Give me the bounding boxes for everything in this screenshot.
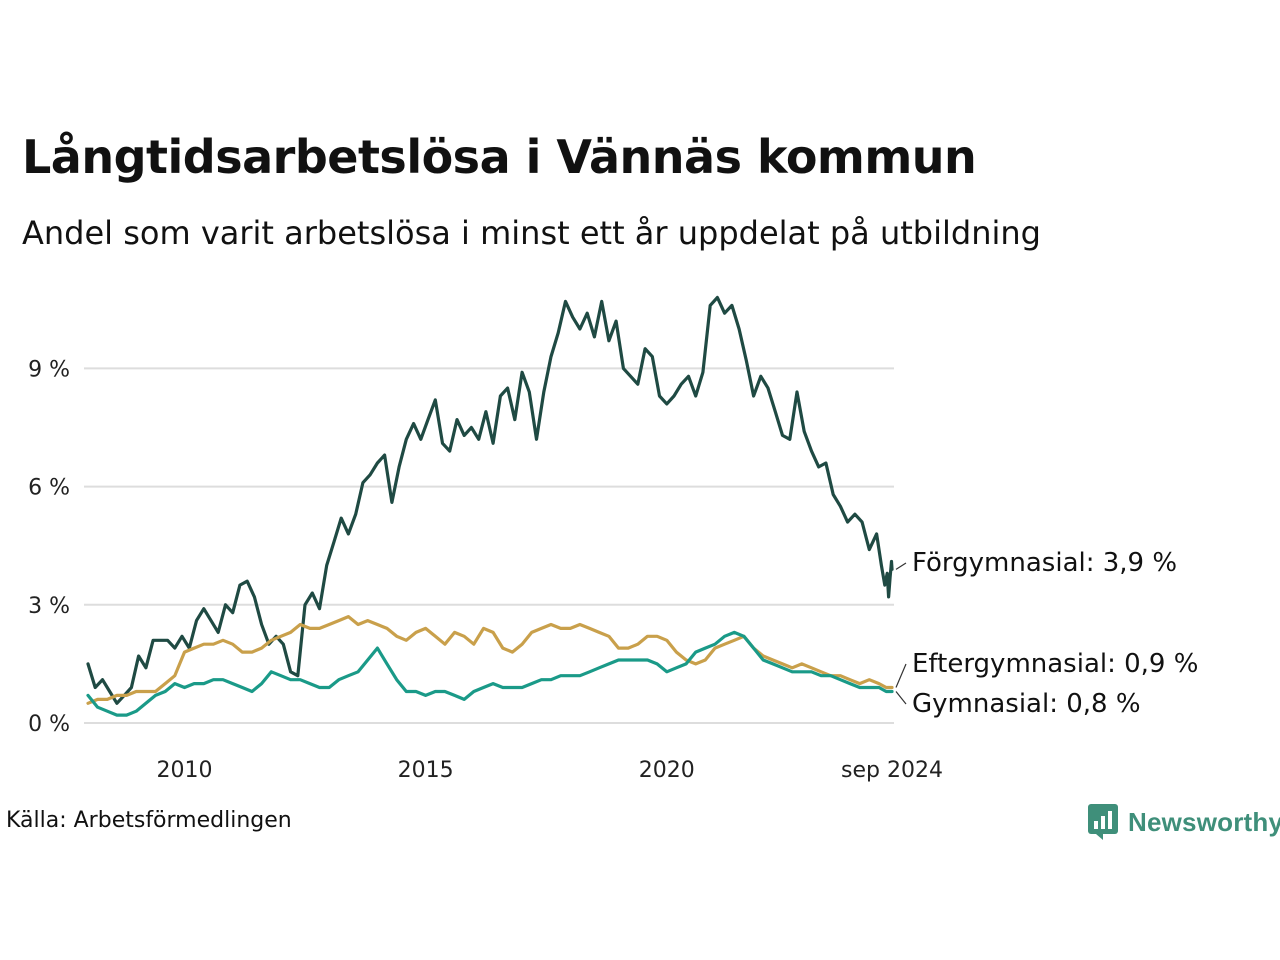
y-tick-label: 3 % xyxy=(28,594,70,619)
y-tick-label: 9 % xyxy=(28,357,70,382)
y-tick-label: 0 % xyxy=(28,712,70,737)
series-lines xyxy=(86,295,894,717)
y-axis-tick-labels: 0 % 3 % 6 % 9 % xyxy=(28,357,70,737)
end-label-leader-gymnasial xyxy=(895,691,907,705)
x-tick-label: sep 2024 xyxy=(841,758,943,783)
newsworthy-logo-text: Newsworthy xyxy=(1128,806,1280,837)
x-tick-label: 2015 xyxy=(398,758,454,783)
source-note: Källa: Arbetsförmedlingen xyxy=(6,808,292,833)
gridlines xyxy=(84,367,894,724)
newsworthy-logo-icon xyxy=(1088,804,1118,840)
y-tick-label: 6 % xyxy=(28,476,70,501)
series-line-forgymnasial xyxy=(86,295,894,705)
end-label-leader-eftergymnasial xyxy=(895,663,907,688)
end-label-gymnasial: Gymnasial: 0,8 % xyxy=(912,689,1141,719)
x-axis-tick-labels: 2010 2015 2020 sep 2024 xyxy=(156,758,943,783)
series-line-eftergymnasial xyxy=(86,615,894,705)
chart-subtitle: Andel som varit arbetslösa i minst ett å… xyxy=(22,214,1041,252)
x-tick-label: 2010 xyxy=(156,758,212,783)
x-tick-label: 2020 xyxy=(639,758,695,783)
end-label-forgymnasial: Förgymnasial: 3,9 % xyxy=(912,548,1177,578)
chart-title: Långtidsarbetslösa i Vännäs kommun xyxy=(22,130,977,184)
series-line-gymnasial xyxy=(86,630,894,717)
newsworthy-logo: Newsworthy xyxy=(1088,804,1280,840)
end-labels: Förgymnasial: 3,9 % Eftergymnasial: 0,9 %… xyxy=(895,548,1198,719)
end-label-eftergymnasial: Eftergymnasial: 0,9 % xyxy=(912,649,1198,679)
end-label-leader-forgymnasial xyxy=(895,562,907,570)
